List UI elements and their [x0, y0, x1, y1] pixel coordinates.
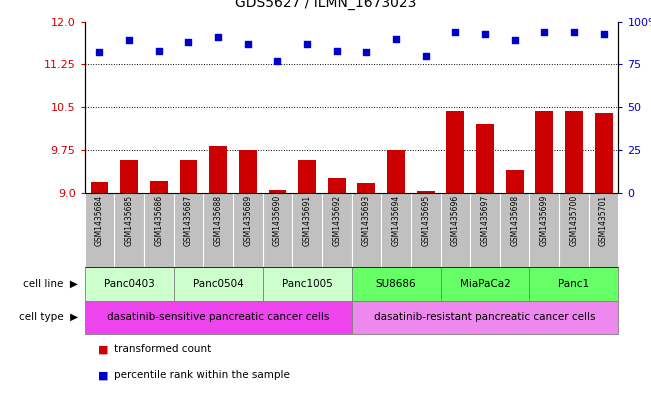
Point: [450, 29, 460, 35]
Bar: [90, 182, 108, 193]
Point: [183, 39, 193, 45]
Point: [569, 29, 579, 35]
Text: cell type  ▶: cell type ▶: [19, 312, 78, 322]
Point: [391, 35, 401, 42]
Text: GSM1435689: GSM1435689: [243, 195, 252, 246]
Text: GSM1435693: GSM1435693: [362, 195, 371, 246]
Text: ■: ■: [98, 344, 108, 354]
Bar: [447, 110, 464, 193]
Text: MiaPaCa2: MiaPaCa2: [460, 279, 510, 289]
Point: [598, 30, 609, 37]
Bar: [506, 170, 523, 193]
Point: [213, 34, 223, 40]
Point: [361, 49, 372, 55]
Bar: [150, 181, 168, 193]
Text: GSM1435684: GSM1435684: [95, 195, 104, 246]
Text: cell line  ▶: cell line ▶: [23, 279, 78, 289]
Bar: [328, 178, 346, 193]
Text: percentile rank within the sample: percentile rank within the sample: [114, 370, 290, 380]
Text: Panc1: Panc1: [559, 279, 590, 289]
Bar: [120, 160, 138, 193]
Text: GSM1435695: GSM1435695: [421, 195, 430, 246]
Text: GSM1435686: GSM1435686: [154, 195, 163, 246]
Point: [510, 37, 520, 44]
Text: dasatinib-resistant pancreatic cancer cells: dasatinib-resistant pancreatic cancer ce…: [374, 312, 596, 322]
Point: [243, 41, 253, 47]
Point: [94, 49, 105, 55]
Point: [421, 53, 431, 59]
Bar: [209, 146, 227, 193]
Text: GDS5627 / ILMN_1673023: GDS5627 / ILMN_1673023: [235, 0, 416, 10]
Point: [124, 37, 134, 44]
Text: GSM1435694: GSM1435694: [391, 195, 400, 246]
Bar: [565, 110, 583, 193]
Text: GSM1435685: GSM1435685: [124, 195, 133, 246]
Text: dasatinib-sensitive pancreatic cancer cells: dasatinib-sensitive pancreatic cancer ce…: [107, 312, 329, 322]
Bar: [417, 191, 435, 193]
Point: [302, 41, 312, 47]
Text: Panc0403: Panc0403: [104, 279, 154, 289]
Text: GSM1435696: GSM1435696: [451, 195, 460, 246]
Text: GSM1435692: GSM1435692: [332, 195, 341, 246]
Text: Panc0504: Panc0504: [193, 279, 243, 289]
Text: GSM1435700: GSM1435700: [570, 195, 579, 246]
Bar: [595, 113, 613, 193]
Text: GSM1435699: GSM1435699: [540, 195, 549, 246]
Point: [480, 30, 490, 37]
Bar: [298, 160, 316, 193]
Text: GSM1435697: GSM1435697: [480, 195, 490, 246]
Point: [272, 58, 283, 64]
Bar: [357, 183, 375, 193]
Text: GSM1435690: GSM1435690: [273, 195, 282, 246]
Text: GSM1435687: GSM1435687: [184, 195, 193, 246]
Point: [154, 48, 164, 54]
Text: Panc1005: Panc1005: [282, 279, 333, 289]
Point: [539, 29, 549, 35]
Point: [331, 48, 342, 54]
Text: ■: ■: [98, 370, 108, 380]
Text: transformed count: transformed count: [114, 344, 211, 354]
Bar: [268, 190, 286, 193]
Text: SU8686: SU8686: [376, 279, 417, 289]
Bar: [239, 151, 256, 193]
Text: GSM1435691: GSM1435691: [303, 195, 312, 246]
Bar: [387, 151, 405, 193]
Text: GSM1435698: GSM1435698: [510, 195, 519, 246]
Text: GSM1435688: GSM1435688: [214, 195, 223, 246]
Bar: [476, 124, 494, 193]
Bar: [180, 160, 197, 193]
Text: GSM1435701: GSM1435701: [599, 195, 608, 246]
Bar: [535, 110, 553, 193]
